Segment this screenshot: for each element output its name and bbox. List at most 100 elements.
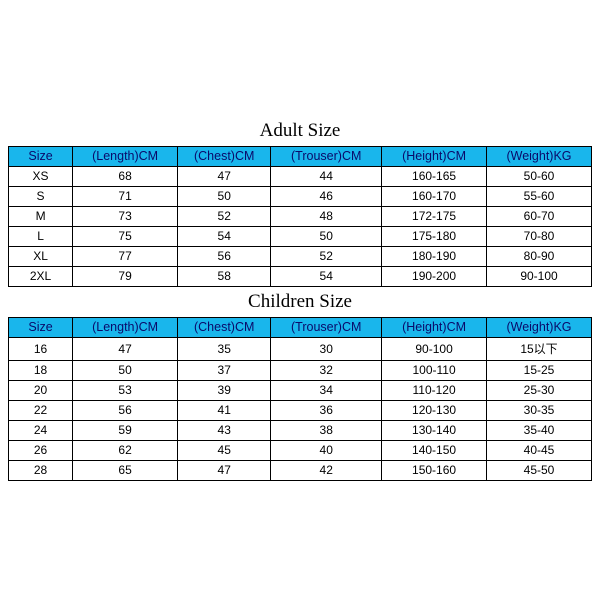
cell-size: S [9,187,73,207]
cell-height: 120-130 [382,401,487,421]
cell-trouser: 46 [271,187,382,207]
cell-height: 180-190 [382,247,487,267]
table-row: 1647353090-10015以下 [9,338,592,361]
cell-trouser: 36 [271,401,382,421]
col-header-size: Size [9,318,73,338]
cell-size: 26 [9,441,73,461]
cell-length: 50 [73,361,178,381]
cell-weight: 90-100 [487,267,592,287]
table-row: S715046160-17055-60 [9,187,592,207]
cell-trouser: 40 [271,441,382,461]
adult-table-head: Size(Length)CM(Chest)CM(Trouser)CM(Heigh… [9,147,592,167]
cell-chest: 56 [178,247,271,267]
cell-trouser: 52 [271,247,382,267]
cell-chest: 47 [178,167,271,187]
cell-length: 56 [73,401,178,421]
adult-size-table: Size(Length)CM(Chest)CM(Trouser)CM(Heigh… [8,146,592,287]
table-row: M735248172-17560-70 [9,207,592,227]
cell-length: 79 [73,267,178,287]
cell-weight: 60-70 [487,207,592,227]
table-row: 18503732100-11015-25 [9,361,592,381]
cell-length: 75 [73,227,178,247]
header-row: Size(Length)CM(Chest)CM(Trouser)CM(Heigh… [9,147,592,167]
table-row: 22564136120-13030-35 [9,401,592,421]
col-header-chest: (Chest)CM [178,147,271,167]
cell-size: L [9,227,73,247]
cell-weight: 15-25 [487,361,592,381]
col-header-height: (Height)CM [382,318,487,338]
cell-length: 47 [73,338,178,361]
cell-trouser: 42 [271,461,382,481]
cell-size: 22 [9,401,73,421]
children-size-table: Size(Length)CM(Chest)CM(Trouser)CM(Heigh… [8,317,592,481]
col-header-size: Size [9,147,73,167]
cell-height: 150-160 [382,461,487,481]
cell-weight: 35-40 [487,421,592,441]
cell-height: 160-165 [382,167,487,187]
cell-size: 16 [9,338,73,361]
cell-weight: 50-60 [487,167,592,187]
adult-table-body: XS684744160-16550-60S715046160-17055-60M… [9,167,592,287]
cell-chest: 45 [178,441,271,461]
cell-trouser: 34 [271,381,382,401]
cell-size: 18 [9,361,73,381]
cell-height: 160-170 [382,187,487,207]
cell-height: 110-120 [382,381,487,401]
table-row: 2XL795854190-20090-100 [9,267,592,287]
cell-trouser: 48 [271,207,382,227]
cell-height: 140-150 [382,441,487,461]
cell-size: M [9,207,73,227]
cell-length: 73 [73,207,178,227]
cell-length: 68 [73,167,178,187]
cell-height: 100-110 [382,361,487,381]
col-header-trouser: (Trouser)CM [271,147,382,167]
cell-height: 130-140 [382,421,487,441]
cell-length: 77 [73,247,178,267]
cell-length: 62 [73,441,178,461]
table-row: 20533934110-12025-30 [9,381,592,401]
table-row: 24594338130-14035-40 [9,421,592,441]
cell-size: 28 [9,461,73,481]
table-row: XL775652180-19080-90 [9,247,592,267]
header-row: Size(Length)CM(Chest)CM(Trouser)CM(Heigh… [9,318,592,338]
children-table-body: 1647353090-10015以下18503732100-11015-2520… [9,338,592,481]
cell-chest: 41 [178,401,271,421]
cell-size: 20 [9,381,73,401]
table-row: L755450175-18070-80 [9,227,592,247]
cell-length: 53 [73,381,178,401]
col-header-length: (Length)CM [73,147,178,167]
cell-weight: 55-60 [487,187,592,207]
col-header-height: (Height)CM [382,147,487,167]
children-title: Children Size [8,291,592,313]
cell-length: 59 [73,421,178,441]
cell-chest: 50 [178,187,271,207]
cell-trouser: 44 [271,167,382,187]
col-header-length: (Length)CM [73,318,178,338]
col-header-weight: (Weight)KG [487,147,592,167]
cell-weight: 25-30 [487,381,592,401]
cell-weight: 45-50 [487,461,592,481]
cell-chest: 37 [178,361,271,381]
cell-height: 175-180 [382,227,487,247]
cell-length: 71 [73,187,178,207]
cell-height: 172-175 [382,207,487,227]
cell-trouser: 50 [271,227,382,247]
col-header-trouser: (Trouser)CM [271,318,382,338]
cell-chest: 52 [178,207,271,227]
cell-weight: 30-35 [487,401,592,421]
cell-weight: 15以下 [487,338,592,361]
col-header-chest: (Chest)CM [178,318,271,338]
cell-trouser: 32 [271,361,382,381]
cell-size: 24 [9,421,73,441]
cell-chest: 43 [178,421,271,441]
col-header-weight: (Weight)KG [487,318,592,338]
cell-weight: 80-90 [487,247,592,267]
cell-chest: 35 [178,338,271,361]
cell-trouser: 38 [271,421,382,441]
table-row: XS684744160-16550-60 [9,167,592,187]
cell-height: 90-100 [382,338,487,361]
cell-chest: 39 [178,381,271,401]
table-row: 28654742150-16045-50 [9,461,592,481]
cell-size: XL [9,247,73,267]
cell-size: 2XL [9,267,73,287]
